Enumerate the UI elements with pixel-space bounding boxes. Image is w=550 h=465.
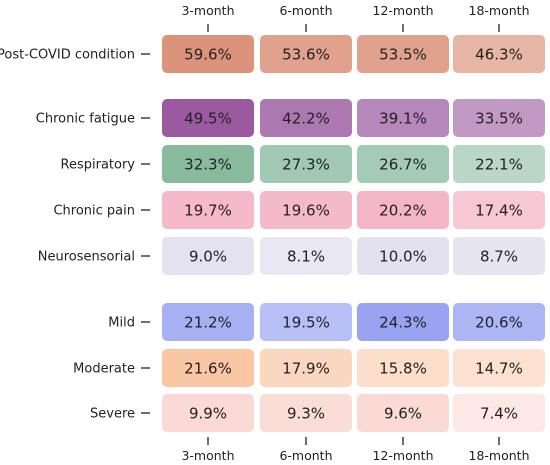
row-label: Severe: [90, 407, 135, 422]
cell-value-label: 9.0%: [189, 248, 227, 266]
cell-value-label: 9.3%: [287, 405, 325, 423]
heatmap-cell: [260, 145, 352, 183]
cell-value-label: 17.4%: [475, 202, 523, 220]
row-label: Mild: [108, 316, 135, 331]
cell-value-label: 53.6%: [282, 46, 330, 64]
cell-value-label: 27.3%: [282, 156, 330, 174]
cell-value-label: 49.5%: [184, 110, 232, 128]
row-label: Chronic pain: [53, 204, 135, 219]
heatmap-cell: [453, 145, 545, 183]
cell-value-label: 10.0%: [379, 248, 427, 266]
heatmap-cell: [357, 237, 449, 275]
cell-value-label: 8.7%: [480, 248, 518, 266]
cell-value-label: 59.6%: [184, 46, 232, 64]
column-label-top: 12-month: [373, 3, 434, 18]
column-label-bottom: 6-month: [279, 448, 332, 463]
column-label-top: 6-month: [279, 3, 332, 18]
heatmap-cell: [260, 349, 352, 387]
heatmap-cell: [357, 349, 449, 387]
heatmap-cell: [260, 303, 352, 341]
heatmap-cell: [260, 191, 352, 229]
cell-value-label: 46.3%: [475, 46, 523, 64]
column-label-bottom: 3-month: [181, 448, 234, 463]
cell-value-label: 17.9%: [282, 360, 330, 378]
heatmap-cell: [162, 237, 254, 275]
row-label: Post-COVID condition: [0, 48, 135, 63]
heatmap-cell: [453, 237, 545, 275]
cell-value-label: 19.7%: [184, 202, 232, 220]
cell-value-label: 20.6%: [475, 314, 523, 332]
row-label: Moderate: [73, 362, 135, 377]
heatmap-cell: [453, 349, 545, 387]
heatmap-cell: [162, 35, 254, 73]
column-label-bottom: 12-month: [373, 448, 434, 463]
heatmap-cell: [453, 303, 545, 341]
cell-value-label: 22.1%: [475, 156, 523, 174]
heatmap-cell: [357, 99, 449, 137]
heatmap-cell: [453, 394, 545, 432]
cell-value-label: 21.6%: [184, 360, 232, 378]
cell-value-label: 7.4%: [480, 405, 518, 423]
column-label-top: 3-month: [181, 3, 234, 18]
heatmap-cell: [357, 394, 449, 432]
heatmap-cell: [453, 99, 545, 137]
heatmap-cell: [162, 145, 254, 183]
cell-value-label: 15.8%: [379, 360, 427, 378]
heatmap-cell: [162, 191, 254, 229]
row-label: Respiratory: [61, 158, 136, 173]
cell-value-label: 9.6%: [384, 405, 422, 423]
cell-value-label: 26.7%: [379, 156, 427, 174]
cell-value-label: 53.5%: [379, 46, 427, 64]
row-label: Chronic fatigue: [36, 112, 135, 127]
cell-value-label: 21.2%: [184, 314, 232, 332]
heatmap-cell: [260, 394, 352, 432]
heatmap-cell: [453, 35, 545, 73]
heatmap-cell: [260, 35, 352, 73]
cell-value-label: 42.2%: [282, 110, 330, 128]
heatmap-cell: [162, 303, 254, 341]
heatmap-cell: [453, 191, 545, 229]
cell-value-label: 33.5%: [475, 110, 523, 128]
heatmap-cell: [162, 99, 254, 137]
heatmap-cell: [260, 99, 352, 137]
cell-value-label: 8.1%: [287, 248, 325, 266]
row-label: Neurosensorial: [38, 250, 135, 265]
cell-value-label: 19.5%: [282, 314, 330, 332]
cell-value-label: 14.7%: [475, 360, 523, 378]
column-label-bottom: 18-month: [469, 448, 530, 463]
cell-value-label: 24.3%: [379, 314, 427, 332]
heatmap-cell: [357, 303, 449, 341]
heatmap-cell: [162, 394, 254, 432]
heatmap-cell: [357, 191, 449, 229]
cell-value-label: 32.3%: [184, 156, 232, 174]
heatmap-cell: [357, 35, 449, 73]
column-label-top: 18-month: [469, 3, 530, 18]
cell-value-label: 39.1%: [379, 110, 427, 128]
cell-value-label: 9.9%: [189, 405, 227, 423]
heatmap-cell: [260, 237, 352, 275]
heatmap-cell: [162, 349, 254, 387]
cell-value-label: 19.6%: [282, 202, 330, 220]
heatmap-cell: [357, 145, 449, 183]
cell-value-label: 20.2%: [379, 202, 427, 220]
